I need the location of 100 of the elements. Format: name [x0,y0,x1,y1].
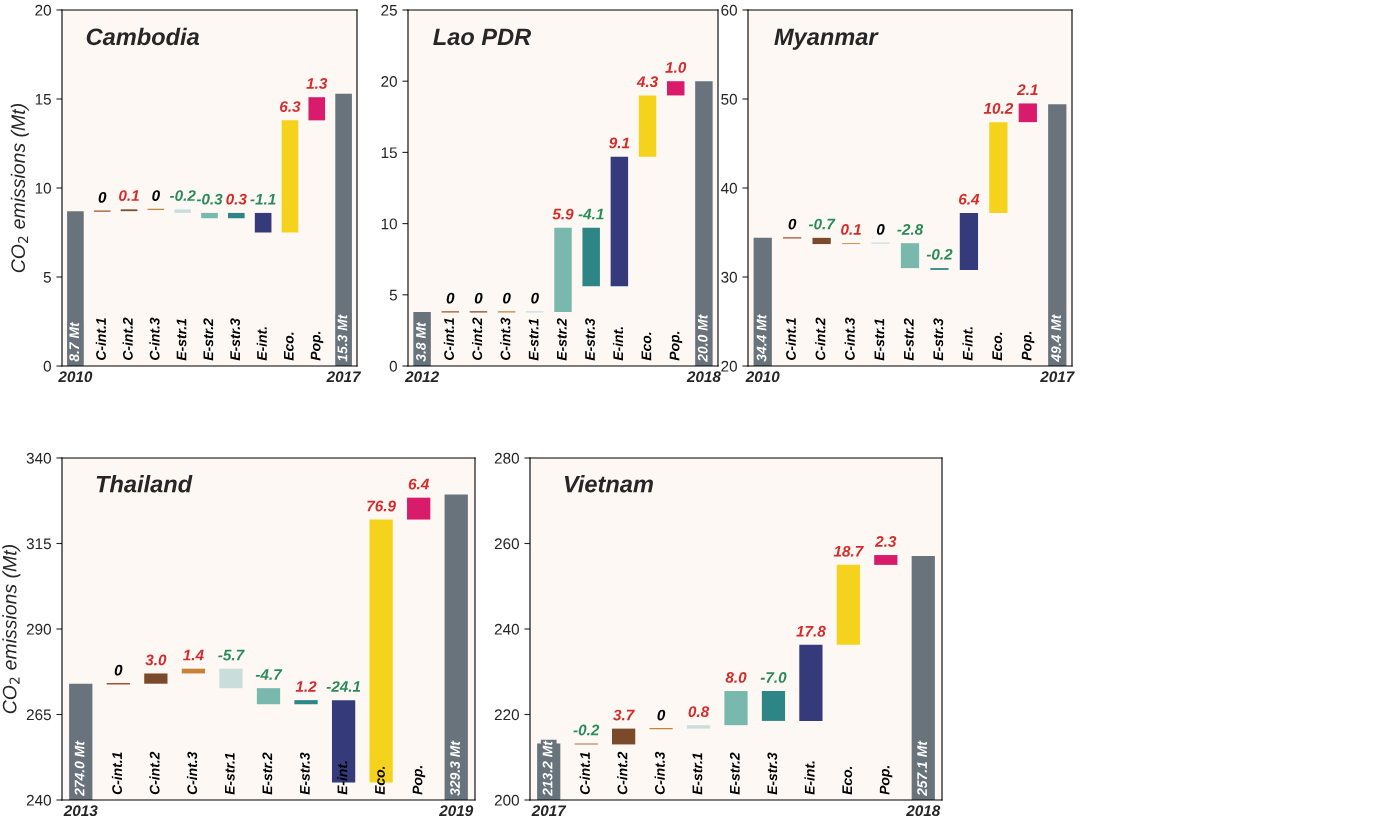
x-tick-label: E-str.1 [176,318,187,361]
data-label: 0.3 [226,193,247,205]
y-tick-label: 20 [381,76,397,87]
x-tick-label: 2019 [439,805,474,817]
x-tick-label: E-str.1 [874,318,885,361]
x-tick-label: C-int.3 [500,317,511,360]
y-tick-label: 30 [721,271,737,283]
y-tick-label: 315 [26,538,51,550]
data-label: 3.7 [613,709,635,721]
data-label: 8.0 [725,672,747,683]
data-label: 2.3 [874,536,897,547]
data-label: 0 [152,190,160,201]
x-tick-label: Pop. [669,331,683,361]
x-tick-label: Eco. [992,332,1003,361]
y-tick-label: 15 [381,147,397,159]
y-tick-label: 200 [494,794,519,806]
x-tick-label: C-int.3 [844,317,855,360]
x-tick-label: C-int.2 [471,317,483,360]
x-tick-label: 2010 [58,371,93,383]
y-tick-label: 220 [494,709,519,721]
data-label: 6.4 [959,193,980,205]
x-tick-label: E-str.3 [230,318,241,361]
x-tick-label: E-str.1 [692,753,703,795]
data-label: 34.4 Mt [756,314,767,362]
data-label: 4.3 [636,76,658,88]
data-label: -0.2 [169,190,196,201]
data-label: 257.1 Mt [917,740,927,797]
x-tick-label: E-int. [337,761,348,795]
data-label: -5.7 [218,649,245,661]
x-tick-label: E-int. [962,327,973,361]
data-label: 15.3 Mt [337,314,348,362]
data-label: 20.0 Mt [697,314,708,362]
data-label: -2.8 [897,224,924,235]
x-tick-label: Eco. [283,332,294,361]
x-tick-label: E-str.1 [224,753,235,795]
y-tick-label: 0 [43,360,51,372]
y-tick-label: 5 [389,289,397,301]
x-tick-label: C-int.1 [111,752,123,795]
x-tick-label: 2018 [686,371,721,383]
x-tick-label: C-int.3 [149,317,160,360]
data-label: 0 [474,292,483,304]
data-label: 329.3 Mt [450,740,460,796]
y-tick-label: 280 [494,452,519,464]
x-tick-label: Pop. [879,765,893,795]
text: Vietnam [564,475,653,493]
x-tick-label: C-int.1 [785,318,796,360]
data-label: 18.7 [833,545,864,557]
data-label: 0 [98,191,107,203]
data-label: 17.8 [796,625,826,637]
x-tick-label: E-str.1 [528,318,539,361]
y-tick-label: 20 [721,360,737,372]
data-label: 49.4 Mt [1051,314,1061,362]
y-tick-label: 25 [381,4,397,16]
x-tick-label: Pop. [1021,331,1035,361]
x-tick-label: Eco. [641,332,652,361]
x-tick-label: E-int. [804,761,815,795]
x-tick-label: E-int. [256,327,267,361]
data-label: 1.3 [306,78,328,89]
x-tick-label: 2018 [906,805,941,817]
data-label: 3.0 [145,654,167,666]
data-label: 0 [788,218,797,230]
text: Lao PDR [433,28,532,46]
text: Cambodia [86,27,200,46]
y-tick-label: 290 [26,623,51,635]
x-tick-label: 2012 [404,371,439,383]
data-label: 0.1 [119,190,139,201]
data-label: 0.1 [841,224,861,235]
data-label: 0.8 [688,706,710,718]
x-tick-label: E-str.2 [729,752,740,795]
x-tick-label: C-int.3 [186,751,198,795]
data-label: 6.4 [408,478,430,490]
data-label: 0 [531,292,539,304]
text: Thailand [96,475,193,493]
x-tick-label: 2017 [1040,371,1075,383]
data-label: 2.1 [1016,84,1038,95]
y-tick-label: 40 [720,182,737,194]
y-tick-label: 5 [43,272,51,283]
y-tick-label: 15 [35,94,51,105]
x-tick-label: Pop. [310,331,324,361]
y-tick-label: 50 [721,93,737,105]
data-label: 1.0 [665,62,687,73]
y-axis-title: CO$_{2}$ emissions (Mt) [10,104,29,273]
data-label: 0 [114,664,123,676]
x-tick-label: E-str.3 [299,752,310,795]
x-tick-label: 2017 [326,371,362,383]
data-label: 5.9 [552,208,574,220]
y-axis-title: CO$_{2}$ emissions (Mt) [2,545,21,714]
x-tick-label: E-str.3 [933,318,944,361]
text: Myanmar [774,28,879,50]
data-label: -7.0 [760,672,787,683]
y-tick-label: 0 [389,360,397,372]
data-label: -0.2 [926,248,953,260]
data-label: -1.1 [250,193,276,205]
data-label: -4.7 [255,669,283,680]
data-label: 9.1 [609,137,630,149]
y-tick-label: 340 [26,452,51,464]
y-tick-label: 10 [35,182,51,194]
data-label: 0 [446,292,455,304]
data-label: -0.7 [808,218,836,230]
x-tick-label: 2010 [745,371,780,383]
